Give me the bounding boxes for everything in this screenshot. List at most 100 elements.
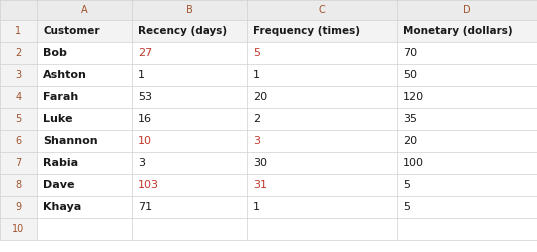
Text: Luke: Luke <box>43 114 72 124</box>
Bar <box>247 86 397 108</box>
Bar <box>397 20 537 42</box>
Bar <box>247 218 397 240</box>
Bar <box>397 42 537 64</box>
Text: 3: 3 <box>138 158 145 168</box>
Text: A: A <box>81 5 88 15</box>
Text: 8: 8 <box>16 180 21 190</box>
Text: 5: 5 <box>16 114 21 124</box>
Text: 70: 70 <box>403 48 417 58</box>
Text: 20: 20 <box>253 92 267 102</box>
Text: 3: 3 <box>253 136 260 146</box>
Bar <box>247 152 397 174</box>
Text: 20: 20 <box>403 136 417 146</box>
Text: 100: 100 <box>403 158 424 168</box>
Bar <box>247 42 397 64</box>
Bar <box>0 86 37 108</box>
Bar <box>397 108 537 130</box>
Text: 1: 1 <box>253 70 260 80</box>
Text: D: D <box>463 5 471 15</box>
Bar <box>37 196 132 218</box>
Bar <box>397 0 537 20</box>
Text: 30: 30 <box>253 158 267 168</box>
Text: Shannon: Shannon <box>43 136 98 146</box>
Text: Monetary (dollars): Monetary (dollars) <box>403 26 513 36</box>
Text: Khaya: Khaya <box>43 202 81 212</box>
Bar <box>132 130 247 152</box>
Text: 10: 10 <box>138 136 152 146</box>
Text: 1: 1 <box>253 202 260 212</box>
Bar <box>132 196 247 218</box>
Bar <box>247 64 397 86</box>
Bar <box>0 218 37 240</box>
Text: 31: 31 <box>253 180 267 190</box>
Text: B: B <box>186 5 193 15</box>
Bar <box>0 108 37 130</box>
Text: Ashton: Ashton <box>43 70 87 80</box>
Text: 35: 35 <box>403 114 417 124</box>
Bar <box>397 86 537 108</box>
Bar <box>132 218 247 240</box>
Text: Dave: Dave <box>43 180 75 190</box>
Bar <box>37 130 132 152</box>
Bar <box>132 86 247 108</box>
Bar <box>132 108 247 130</box>
Bar <box>37 20 132 42</box>
Text: Recency (days): Recency (days) <box>138 26 227 36</box>
Text: 2: 2 <box>253 114 260 124</box>
Text: Frequency (times): Frequency (times) <box>253 26 360 36</box>
Bar <box>397 174 537 196</box>
Text: 5: 5 <box>403 202 410 212</box>
Text: 10: 10 <box>12 224 25 234</box>
Bar <box>37 64 132 86</box>
Bar <box>37 42 132 64</box>
Text: 2: 2 <box>16 48 21 58</box>
Text: 103: 103 <box>138 180 159 190</box>
Bar <box>0 152 37 174</box>
Text: 50: 50 <box>403 70 417 80</box>
Bar <box>397 218 537 240</box>
Bar <box>0 42 37 64</box>
Text: 1: 1 <box>138 70 145 80</box>
Text: 1: 1 <box>16 26 21 36</box>
Bar <box>132 152 247 174</box>
Text: 9: 9 <box>16 202 21 212</box>
Bar <box>37 218 132 240</box>
Bar <box>397 64 537 86</box>
Bar <box>132 64 247 86</box>
Bar <box>0 174 37 196</box>
Bar <box>397 196 537 218</box>
Bar <box>37 86 132 108</box>
Text: Rabia: Rabia <box>43 158 78 168</box>
Text: 3: 3 <box>16 70 21 80</box>
Bar <box>247 0 397 20</box>
Text: 5: 5 <box>253 48 260 58</box>
Text: 7: 7 <box>16 158 21 168</box>
Text: Bob: Bob <box>43 48 67 58</box>
Bar <box>37 152 132 174</box>
Bar <box>0 20 37 42</box>
Bar <box>397 130 537 152</box>
Text: 16: 16 <box>138 114 152 124</box>
Bar <box>37 108 132 130</box>
Bar <box>37 174 132 196</box>
Bar <box>247 174 397 196</box>
Bar <box>247 20 397 42</box>
Bar <box>132 42 247 64</box>
Bar <box>132 174 247 196</box>
Bar <box>247 130 397 152</box>
Bar <box>0 196 37 218</box>
Bar <box>37 0 132 20</box>
Text: 5: 5 <box>403 180 410 190</box>
Text: Farah: Farah <box>43 92 78 102</box>
Text: C: C <box>318 5 325 15</box>
Bar <box>247 196 397 218</box>
Text: 6: 6 <box>16 136 21 146</box>
Text: 27: 27 <box>138 48 153 58</box>
Text: Customer: Customer <box>43 26 99 36</box>
Text: 53: 53 <box>138 92 152 102</box>
Bar <box>0 64 37 86</box>
Text: 71: 71 <box>138 202 152 212</box>
Bar <box>0 0 37 20</box>
Bar <box>247 108 397 130</box>
Bar <box>397 152 537 174</box>
